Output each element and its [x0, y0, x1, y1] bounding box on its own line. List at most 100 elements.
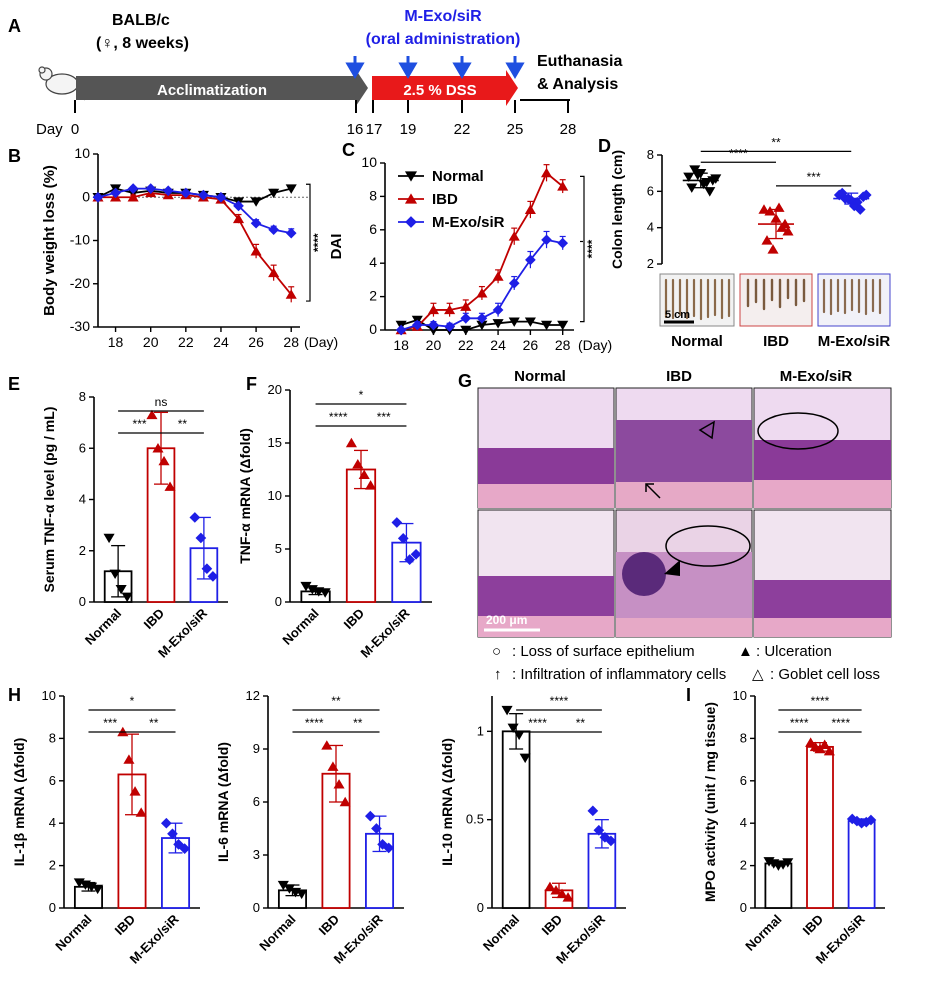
dss-label: 2.5 % DSS [403, 82, 476, 99]
chart-E-sig-label-2: ns [155, 395, 168, 409]
chart-B-ibd-point-10 [268, 267, 280, 278]
chart-C-mexo-point-1 [411, 319, 423, 331]
infiltration-arrow-icon [645, 483, 661, 499]
chart-D-sig-label-1: *** [807, 170, 821, 184]
chart-E-y-tick-label-0: 0 [79, 594, 86, 609]
legend-text-ulceration: : Ulceration [756, 643, 832, 660]
chart-C-y-tick-label-3: 6 [369, 221, 377, 237]
chart-H1-point-ibd-3 [135, 807, 147, 817]
chart-D-y-axis-title: Colon length (cm) [609, 150, 625, 269]
chart-C-normal-point-4 [460, 325, 472, 336]
chart-H3-point-ibd-2 [556, 888, 568, 899]
chart-E-category-normal: Normal [82, 606, 124, 648]
legend-symbol-circle: ○ [492, 643, 501, 660]
chart-C-mexo-point-6 [492, 304, 504, 316]
chart-I-point-ibd-3 [819, 739, 831, 749]
chart-D-point-normal-9 [710, 174, 722, 184]
colon-photos: 5 cm Normal IBD M-Exo/siR [659, 273, 891, 350]
treatment-route: (oral administration) [366, 31, 521, 48]
epithelium-loss-circle-icon-2 [665, 525, 751, 567]
chart-C-mexo-point-5 [476, 312, 488, 324]
histology-scale-label: 200 μm [486, 613, 527, 627]
chart-F-category-normal: Normal [279, 606, 321, 648]
chart-D-point-normal-0 [683, 172, 695, 183]
chart-C-legend-marker-normal-icon [404, 171, 418, 182]
chart-F-y-axis-title: TNF-α mRNA (Δfold) [237, 428, 253, 564]
chart-C-ibd-point-8 [524, 204, 536, 214]
chart-H2-sig-label-1: ** [353, 716, 363, 730]
chart-H2-category-normal: Normal [256, 912, 298, 954]
chart-D-point-ibd-0 [758, 204, 770, 214]
chart-D-point-ibd-4 [782, 226, 794, 236]
chart-F-bar-ibd [345, 468, 377, 603]
epithelium-loss-circle-icon [757, 412, 839, 450]
chart-H1-point-mexo-0 [160, 817, 172, 829]
chart-H3-point-ibd-1 [550, 885, 562, 895]
chart-H2-y-tick-label-3: 9 [253, 741, 260, 756]
chart-I-category-normal: Normal [742, 912, 784, 954]
panel-label-h: H [8, 685, 21, 705]
chart-I-sig-label-2: **** [811, 694, 830, 708]
chart-B-x-tick-label-2: 22 [178, 334, 194, 350]
chart-E-point-mexo-2 [201, 563, 213, 575]
chart-H2-sig-label-0: **** [305, 716, 324, 730]
chart-H2-y-axis-title: IL-6 mRNA (Δfold) [215, 742, 231, 862]
chart-D-point-mexo-5 [836, 187, 848, 199]
chart-E-point-mexo-0 [189, 512, 201, 523]
histology-mexo-bottom-muscle [754, 618, 891, 637]
chart-C-y-tick-label-2: 4 [369, 254, 377, 270]
chart-I-bar-ibd [806, 745, 834, 909]
chart-B-series-ibd-line [98, 192, 292, 296]
chart-C-y-tick-label-4: 8 [369, 187, 377, 203]
chart-D-y-tick-label-0: 2 [647, 256, 654, 271]
chart-D-y-tick-label-1: 4 [647, 220, 654, 235]
chart-H3-point-ibd-3 [562, 892, 574, 902]
chart-C-normal-point-7 [508, 317, 520, 327]
chart-C-legend-label-ibd: IBD [432, 191, 458, 208]
chart-C-ibd-point-7 [508, 231, 520, 241]
chart-B-x-tick-label-0: 18 [108, 334, 124, 350]
chart-H1-y-tick-label-3: 6 [49, 773, 56, 788]
chart-F-y-tick-label-0: 0 [275, 594, 282, 609]
chart-B-ibd-point-9 [250, 246, 262, 256]
chart-B-ibd-point-2 [127, 192, 139, 202]
panel-label-a: A [8, 16, 21, 36]
infiltration-arrowhead-icon [645, 483, 654, 492]
chart-E-point-ibd-0 [146, 409, 158, 420]
panel-label-b: B [8, 146, 21, 166]
panel-label-e: E [8, 374, 20, 394]
chart-H3-y-tick-label-1: 0.5 [466, 812, 484, 827]
chart-C-ibd-point-10 [557, 181, 569, 191]
day-0: 0 [71, 121, 79, 138]
day-axis-label: Day [36, 121, 63, 138]
chart-B-mexo-point-5 [180, 187, 192, 199]
chart-I-y-tick-label-5: 10 [733, 688, 747, 703]
chart-E-point-ibd-1 [152, 443, 164, 453]
chart-C-series-ibd-line [400, 171, 564, 331]
chart-C-y-tick-label-5: 10 [361, 154, 377, 170]
chart-H3-point-ibd-0 [544, 881, 556, 892]
analysis-label: & Analysis [537, 76, 618, 93]
ulceration-marker-icon [664, 560, 680, 576]
chart-I-point-ibd-4 [823, 745, 835, 756]
chart-F-sig-label-2: * [359, 388, 364, 402]
chart-C-normal-point-8 [524, 317, 536, 327]
euthanasia-label: Euthanasia [537, 53, 622, 70]
histology-panel: Normal IBD M-Exo/siR 200 μm ○ : Loss of … [477, 368, 892, 683]
chart-F-y-tick-label-4: 20 [268, 382, 282, 397]
chart-E-point-mexo-3 [207, 571, 219, 582]
chart-I-point-mexo-4 [865, 814, 877, 826]
chart-I-y-tick-label-4: 8 [740, 730, 747, 745]
histology-ibd-lymphoid [622, 552, 666, 596]
chart-I-y-tick-label-0: 0 [740, 900, 747, 915]
chart-B-mexo-point-4 [162, 185, 174, 197]
chart-D-point-mexo-8 [854, 204, 866, 215]
chart-C-x-tick-label-4: 26 [523, 337, 539, 353]
chart-H1-y-tick-label-0: 0 [49, 900, 56, 915]
chart-F-y-tick-label-1: 5 [275, 541, 282, 556]
chart-I-bar-normal [764, 862, 793, 909]
chart-H1-point-mexo-1 [167, 828, 178, 840]
